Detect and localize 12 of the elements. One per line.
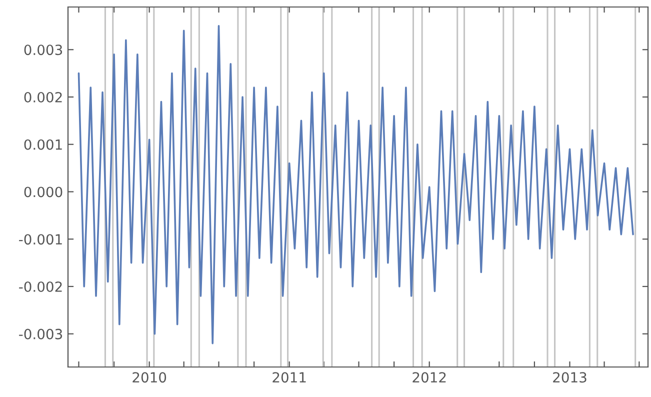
x-tick-label: 2010 bbox=[132, 372, 166, 383]
x-tick-label: 2013 bbox=[553, 372, 586, 383]
y-tick-label: -0.003 bbox=[19, 328, 62, 340]
y-tick-label: -0.002 bbox=[19, 281, 62, 292]
y-tick-label: 0.003 bbox=[24, 44, 62, 56]
y-tick-label: 0.002 bbox=[24, 92, 62, 102]
y-tick-label: -0.001 bbox=[19, 234, 62, 245]
x-tick-label: 2012 bbox=[412, 372, 446, 383]
y-tick-label: 0.001 bbox=[24, 139, 62, 150]
y-tick-label: 0.000 bbox=[24, 186, 62, 198]
x-tick-label: 2011 bbox=[272, 372, 306, 383]
line-series bbox=[78, 25, 634, 344]
